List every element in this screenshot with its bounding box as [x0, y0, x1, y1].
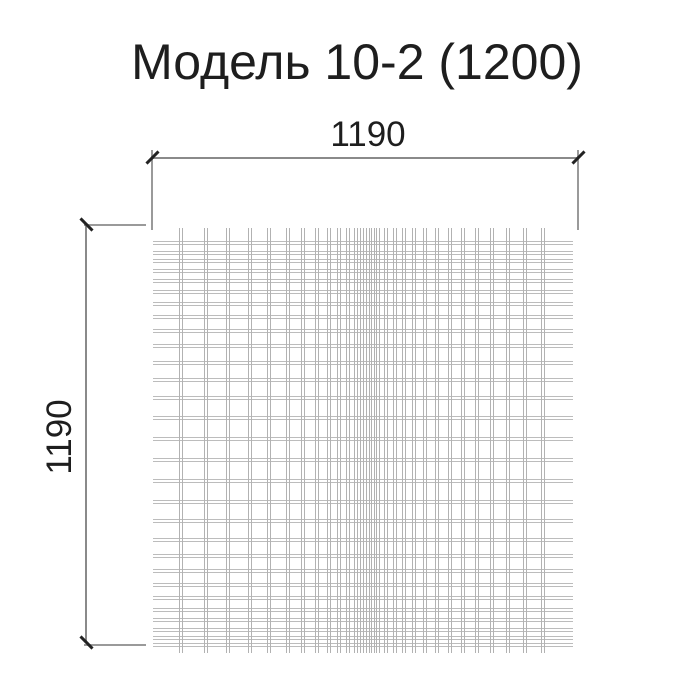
mesh-wire-vertical	[366, 228, 370, 653]
mesh-wire-vertical	[448, 228, 452, 653]
mesh-wire-vertical	[412, 228, 416, 653]
mesh-wire-vertical	[301, 228, 305, 653]
mesh-wire-vertical	[384, 228, 388, 653]
mesh-wire-vertical	[327, 228, 331, 653]
mesh-wire-vertical	[506, 228, 510, 653]
mesh-wire-vertical	[423, 228, 427, 653]
mesh-wire-vertical	[393, 228, 397, 653]
mesh-wire-vertical	[204, 228, 208, 653]
mesh-wire-vertical	[523, 228, 527, 653]
mesh-wire-vertical	[226, 228, 230, 653]
top-extension-line-right	[577, 150, 579, 230]
drawing-title: Модель 10-2 (1200)	[131, 34, 583, 90]
mesh-wire-vertical	[402, 228, 406, 653]
top-extension-line-left	[151, 150, 153, 230]
mesh-wire-vertical	[475, 228, 479, 653]
mesh-wire-vertical	[337, 228, 341, 653]
mesh-wire-vertical	[286, 228, 290, 653]
mesh-wire-vertical	[376, 228, 380, 653]
mesh-wire-vertical	[354, 228, 358, 653]
top-dimension-line	[152, 157, 578, 159]
mesh-wire-vertical	[541, 228, 545, 653]
mesh-wire-vertical	[371, 228, 375, 653]
top-dimension-value: 1190	[330, 115, 406, 154]
mesh-wire-vertical	[267, 228, 271, 653]
mesh-wire-vertical	[461, 228, 465, 653]
mesh-wire-vertical	[435, 228, 439, 653]
mesh-wire-vertical	[360, 228, 364, 653]
left-dimension-line	[85, 225, 87, 643]
mesh-wire-vertical	[315, 228, 319, 653]
left-extension-line-upper	[84, 224, 146, 226]
mesh-wire-vertical	[490, 228, 494, 653]
mesh-wire-vertical	[179, 228, 183, 653]
left-dimension-value: 1190	[40, 399, 79, 475]
mesh-wire-vertical	[346, 228, 350, 653]
mesh-wire-vertical	[248, 228, 252, 653]
left-extension-line-lower	[84, 644, 146, 646]
